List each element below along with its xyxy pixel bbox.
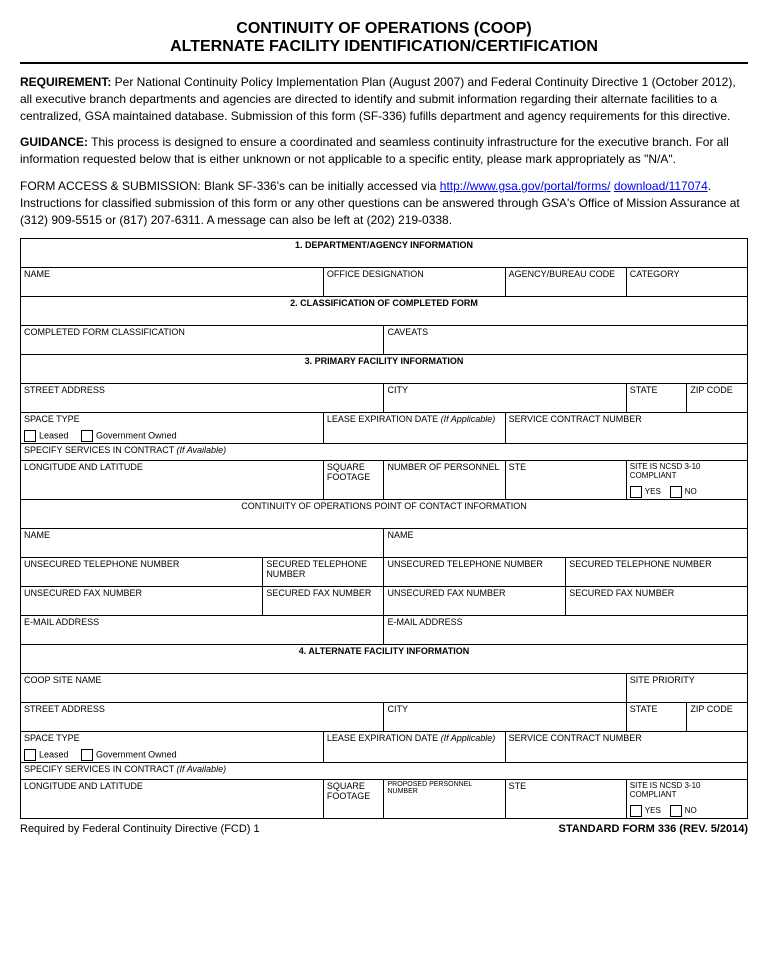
field-completed-classification: COMPLETED FORM CLASSIFICATION	[21, 326, 384, 355]
ncsd-no-label-4: NO	[685, 806, 697, 815]
ncsd-no-label-3: NO	[685, 487, 697, 496]
ncsd-yes-checkbox-3[interactable]	[630, 486, 642, 498]
footer-right: STANDARD FORM 336 (REV. 5/2014)	[559, 823, 749, 835]
field-lease-expiration-4: LEASE EXPIRATION DATE (If Applicable)	[323, 732, 505, 763]
field-unsec-tel-2: UNSECURED TELEPHONE NUMBER	[384, 558, 566, 587]
requirement-paragraph: REQUIREMENT: Per National Continuity Pol…	[20, 74, 748, 124]
guidance-paragraph: GUIDANCE: This process is designed to en…	[20, 134, 748, 168]
field-service-contract-4: SERVICE CONTRACT NUMBER	[505, 732, 747, 763]
ncsd-yes-checkbox-4[interactable]	[630, 805, 642, 817]
field-lease-expiration-3: LEASE EXPIRATION DATE (If Applicable)	[323, 413, 505, 444]
ncsd-yes-label-4: YES	[645, 806, 661, 815]
field-city-4: CITY	[384, 703, 626, 732]
access-pre-text: FORM ACCESS & SUBMISSION: Blank SF-336's…	[20, 179, 440, 193]
field-longitude-latitude-3: LONGITUDE AND LATITUDE	[21, 461, 324, 500]
section-1-header: 1. DEPARTMENT/AGENCY INFORMATION	[21, 239, 748, 268]
field-street-address-4: STREET ADDRESS	[21, 703, 384, 732]
title-rule	[20, 62, 748, 64]
poc-header: CONTINUITY OF OPERATIONS POINT OF CONTAC…	[21, 500, 748, 529]
ncsd-no-checkbox-3[interactable]	[670, 486, 682, 498]
ncsd-label-4: SITE IS NCSD 3-10 COMPLIANT	[630, 781, 744, 799]
field-poc-name-2: NAME	[384, 529, 748, 558]
field-sec-tel-2: SECURED TELEPHONE NUMBER	[566, 558, 748, 587]
field-coop-site-name: COOP SITE NAME	[21, 674, 627, 703]
gov-owned-checkbox-4[interactable]	[81, 749, 93, 761]
field-street-address-3: STREET ADDRESS	[21, 384, 384, 413]
field-agency-bureau-code: AGENCY/BUREAU CODE	[505, 268, 626, 297]
field-zip-4: ZIP CODE	[687, 703, 748, 732]
access-link-1[interactable]: http://www.gsa.gov/portal/forms/	[440, 179, 611, 193]
leased-checkbox-4[interactable]	[24, 749, 36, 761]
field-personnel-3: NUMBER OF PERSONNEL	[384, 461, 505, 500]
field-specify-services-3: SPECIFY SERVICES IN CONTRACT (If Availab…	[21, 444, 748, 461]
space-type-label-3: SPACE TYPE	[24, 414, 320, 424]
field-site-priority: SITE PRIORITY	[626, 674, 747, 703]
footer-left: Required by Federal Continuity Directive…	[20, 823, 260, 835]
space-type-label-4: SPACE TYPE	[24, 733, 320, 743]
gov-owned-label-4: Government Owned	[96, 750, 177, 760]
ncsd-label-3: SITE IS NCSD 3-10 COMPLIANT	[630, 462, 744, 480]
field-space-type-4: SPACE TYPE Leased Government Owned	[21, 732, 324, 763]
field-zip-3: ZIP CODE	[687, 384, 748, 413]
field-unsec-fax-2: UNSECURED FAX NUMBER	[384, 587, 566, 616]
requirement-label: REQUIREMENT:	[20, 75, 111, 89]
form-table: 1. DEPARTMENT/AGENCY INFORMATION NAME OF…	[20, 238, 748, 819]
field-sec-fax-2: SECURED FAX NUMBER	[566, 587, 748, 616]
leased-label-4: Leased	[39, 750, 69, 760]
gov-owned-checkbox-3[interactable]	[81, 430, 93, 442]
guidance-text: This process is designed to ensure a coo…	[20, 135, 729, 166]
section-2-header: 2. CLASSIFICATION OF COMPLETED FORM	[21, 297, 748, 326]
gov-owned-label-3: Government Owned	[96, 431, 177, 441]
field-office-designation: OFFICE DESIGNATION	[323, 268, 505, 297]
field-ste-4: STE	[505, 780, 626, 819]
field-square-footage-3: SQUARE FOOTAGE	[323, 461, 384, 500]
field-name: NAME	[21, 268, 324, 297]
access-paragraph: FORM ACCESS & SUBMISSION: Blank SF-336's…	[20, 178, 748, 228]
field-city-3: CITY	[384, 384, 626, 413]
field-poc-name-1: NAME	[21, 529, 384, 558]
field-ste-3: STE	[505, 461, 626, 500]
requirement-text: Per National Continuity Policy Implement…	[20, 75, 736, 123]
field-sec-fax-1: SECURED FAX NUMBER	[263, 587, 384, 616]
access-link-2[interactable]: download/117074	[614, 179, 708, 193]
field-unsec-tel-1: UNSECURED TELEPHONE NUMBER	[21, 558, 263, 587]
ncsd-yes-label-3: YES	[645, 487, 661, 496]
field-longitude-latitude-4: LONGITUDE AND LATITUDE	[21, 780, 324, 819]
field-state-3: STATE	[626, 384, 687, 413]
ncsd-no-checkbox-4[interactable]	[670, 805, 682, 817]
field-proposed-personnel-4: PROPOSED PERSONNEL NUMBER	[384, 780, 505, 819]
field-sec-tel-1: SECURED TELEPHONE NUMBER	[263, 558, 384, 587]
field-state-4: STATE	[626, 703, 687, 732]
field-unsec-fax-1: UNSECURED FAX NUMBER	[21, 587, 263, 616]
field-category: CATEGORY	[626, 268, 747, 297]
leased-label-3: Leased	[39, 431, 69, 441]
guidance-label: GUIDANCE:	[20, 135, 88, 149]
field-square-footage-4: SQUARE FOOTAGE	[323, 780, 384, 819]
field-specify-services-4: SPECIFY SERVICES IN CONTRACT (If Availab…	[21, 763, 748, 780]
field-email-1: E-MAIL ADDRESS	[21, 616, 384, 645]
leased-checkbox-3[interactable]	[24, 430, 36, 442]
section-4-header: 4. ALTERNATE FACILITY INFORMATION	[21, 645, 748, 674]
field-space-type-3: SPACE TYPE Leased Government Owned	[21, 413, 324, 444]
title-line-2: ALTERNATE FACILITY IDENTIFICATION/CERTIF…	[20, 38, 748, 56]
title-line-1: CONTINUITY OF OPERATIONS (COOP)	[20, 20, 748, 38]
section-3-header: 3. PRIMARY FACILITY INFORMATION	[21, 355, 748, 384]
field-email-2: E-MAIL ADDRESS	[384, 616, 748, 645]
field-caveats: CAVEATS	[384, 326, 748, 355]
field-ncsd-3: SITE IS NCSD 3-10 COMPLIANT YES NO	[626, 461, 747, 500]
field-service-contract-3: SERVICE CONTRACT NUMBER	[505, 413, 747, 444]
field-ncsd-4: SITE IS NCSD 3-10 COMPLIANT YES NO	[626, 780, 747, 819]
